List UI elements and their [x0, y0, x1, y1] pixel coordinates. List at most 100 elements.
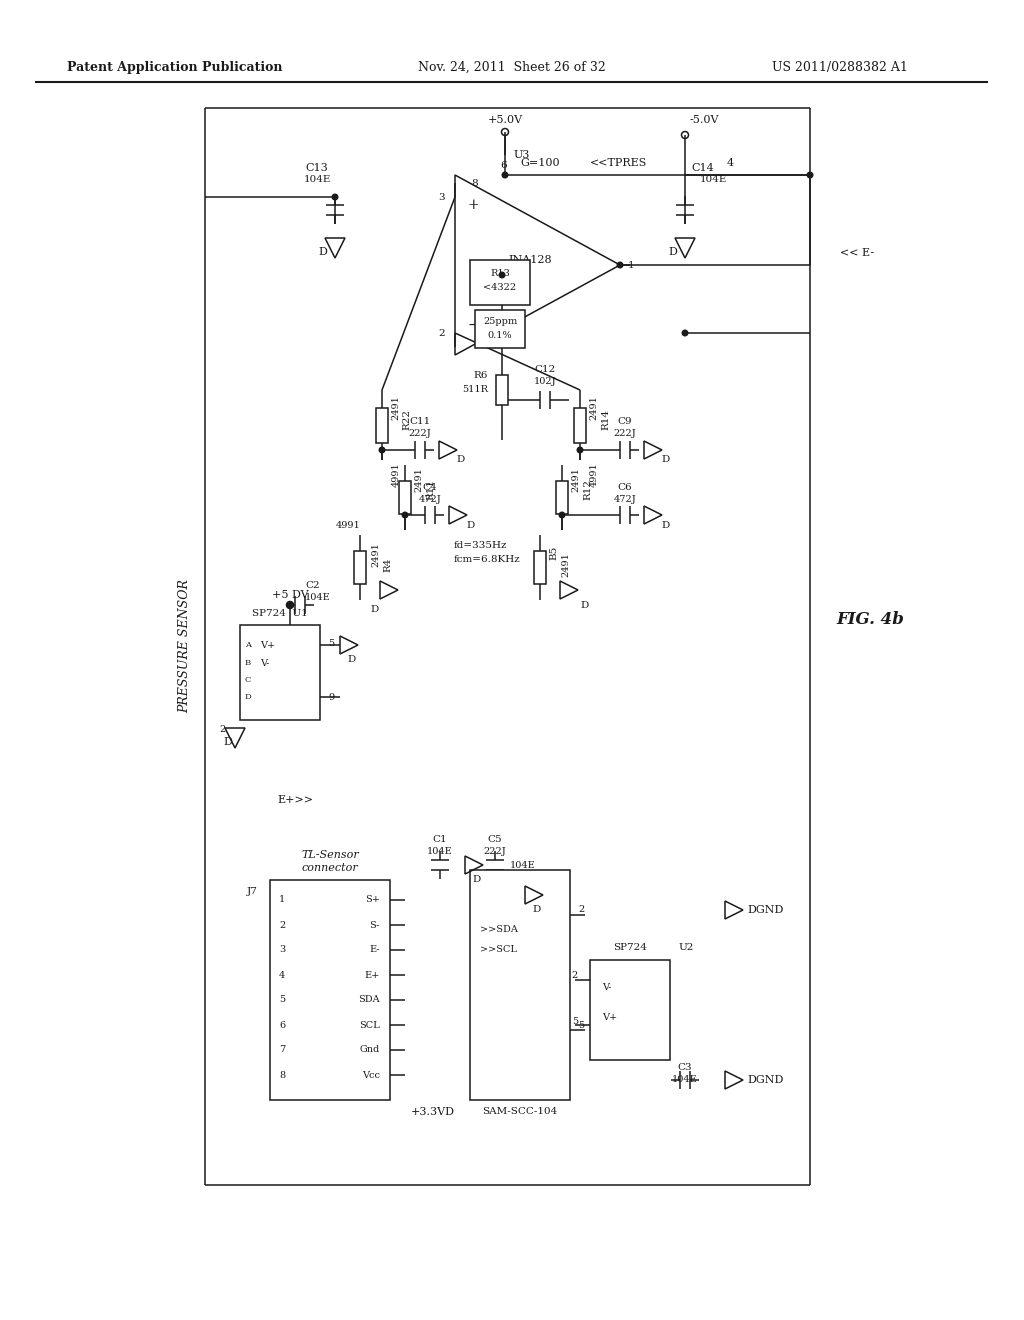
Text: 1: 1: [628, 260, 635, 269]
Text: R6: R6: [474, 371, 488, 380]
Text: R22: R22: [402, 409, 412, 430]
Bar: [590, 960, 670, 1060]
Text: D: D: [223, 737, 232, 747]
Text: C4: C4: [423, 483, 437, 491]
Circle shape: [559, 512, 565, 517]
Text: S+: S+: [365, 895, 380, 904]
Text: 8: 8: [279, 1071, 285, 1080]
Text: R13: R13: [490, 269, 510, 279]
Text: >>SDA: >>SDA: [480, 925, 518, 935]
Text: 4991: 4991: [391, 462, 400, 487]
Text: fd=335Hz: fd=335Hz: [454, 540, 508, 549]
Text: D: D: [532, 906, 541, 915]
Text: C5: C5: [487, 836, 503, 845]
Text: SP724: SP724: [613, 944, 647, 953]
Text: fcm=6.8KHz: fcm=6.8KHz: [454, 554, 521, 564]
Text: Vcc: Vcc: [362, 1071, 380, 1080]
Text: 222J: 222J: [409, 429, 431, 438]
Text: U2: U2: [678, 944, 693, 953]
Text: 7: 7: [279, 1045, 285, 1055]
Text: -5.0V: -5.0V: [690, 115, 720, 125]
Text: 5: 5: [571, 1018, 578, 1027]
Text: G=100: G=100: [520, 158, 560, 168]
Text: US 2011/0288382 A1: US 2011/0288382 A1: [772, 61, 908, 74]
Bar: [399, 482, 411, 513]
Text: D: D: [669, 247, 678, 257]
Bar: [270, 880, 390, 1100]
Text: D: D: [581, 601, 589, 610]
Text: << E-: << E-: [840, 248, 874, 257]
Text: DGND: DGND: [746, 1074, 783, 1085]
Text: V-: V-: [602, 983, 611, 993]
Text: 472J: 472J: [419, 495, 441, 503]
Circle shape: [617, 263, 623, 268]
Text: 104E: 104E: [305, 593, 331, 602]
Text: <<TPRES: <<TPRES: [590, 158, 647, 168]
Text: D: D: [473, 875, 481, 884]
Text: 104E: 104E: [510, 861, 536, 870]
Text: R14: R14: [601, 409, 610, 430]
Text: SP724  U1: SP724 U1: [252, 609, 308, 618]
Text: 5: 5: [279, 995, 285, 1005]
Text: U3: U3: [514, 150, 530, 160]
Text: 222J: 222J: [483, 847, 507, 857]
Text: D: D: [457, 455, 465, 465]
Text: <4322: <4322: [483, 284, 516, 293]
Text: TL-Sensor: TL-Sensor: [301, 850, 358, 861]
Text: 5: 5: [328, 639, 334, 648]
Text: R4: R4: [384, 558, 392, 572]
Text: E-: E-: [370, 945, 380, 954]
Text: S-: S-: [370, 920, 380, 929]
Text: B: B: [245, 659, 251, 667]
Text: D: D: [371, 606, 379, 615]
Text: 511R: 511R: [462, 385, 488, 395]
Text: DGND: DGND: [746, 906, 783, 915]
Text: 4991: 4991: [336, 520, 360, 529]
Text: V+: V+: [602, 1014, 617, 1023]
Bar: [574, 408, 586, 442]
Text: E+: E+: [365, 970, 380, 979]
Circle shape: [332, 194, 338, 199]
Text: 104E: 104E: [672, 1076, 698, 1085]
Bar: [475, 310, 525, 348]
Bar: [240, 624, 319, 719]
Bar: [556, 482, 568, 513]
Text: 2: 2: [219, 726, 225, 734]
Text: PRESSURE SENSOR: PRESSURE SENSOR: [178, 579, 191, 713]
Text: R12: R12: [584, 479, 593, 500]
Text: 2: 2: [279, 920, 285, 929]
Circle shape: [682, 330, 688, 335]
Text: 2491: 2491: [391, 396, 400, 421]
Text: D: D: [662, 520, 670, 529]
Bar: [534, 552, 546, 583]
Text: 4: 4: [726, 158, 733, 168]
Text: 2491: 2491: [561, 553, 570, 577]
Text: FIG. 4b: FIG. 4b: [836, 611, 904, 628]
Circle shape: [807, 172, 813, 178]
Text: J7: J7: [247, 887, 258, 896]
Text: +: +: [467, 198, 479, 213]
Bar: [470, 260, 530, 305]
Text: 2491: 2491: [372, 543, 381, 568]
Text: D: D: [318, 247, 328, 257]
Text: 472J: 472J: [613, 495, 636, 503]
Bar: [376, 408, 388, 442]
Text: 5: 5: [578, 1020, 584, 1030]
Text: SCL: SCL: [359, 1020, 380, 1030]
Text: D: D: [662, 455, 670, 465]
Text: 4: 4: [279, 970, 285, 979]
Text: 2491: 2491: [571, 467, 581, 492]
Text: Patent Application Publication: Patent Application Publication: [68, 61, 283, 74]
Text: 3: 3: [279, 945, 285, 954]
Text: 25ppm: 25ppm: [483, 318, 517, 326]
Text: D: D: [467, 520, 475, 529]
Text: 9: 9: [328, 693, 334, 701]
Text: V-: V-: [260, 659, 269, 668]
Text: 0.1%: 0.1%: [487, 330, 512, 339]
Text: C14: C14: [691, 162, 715, 173]
Text: C1: C1: [433, 836, 447, 845]
Text: 102J: 102J: [534, 378, 556, 387]
Text: 2: 2: [571, 970, 578, 979]
Text: C9: C9: [617, 417, 632, 426]
Circle shape: [287, 602, 293, 607]
